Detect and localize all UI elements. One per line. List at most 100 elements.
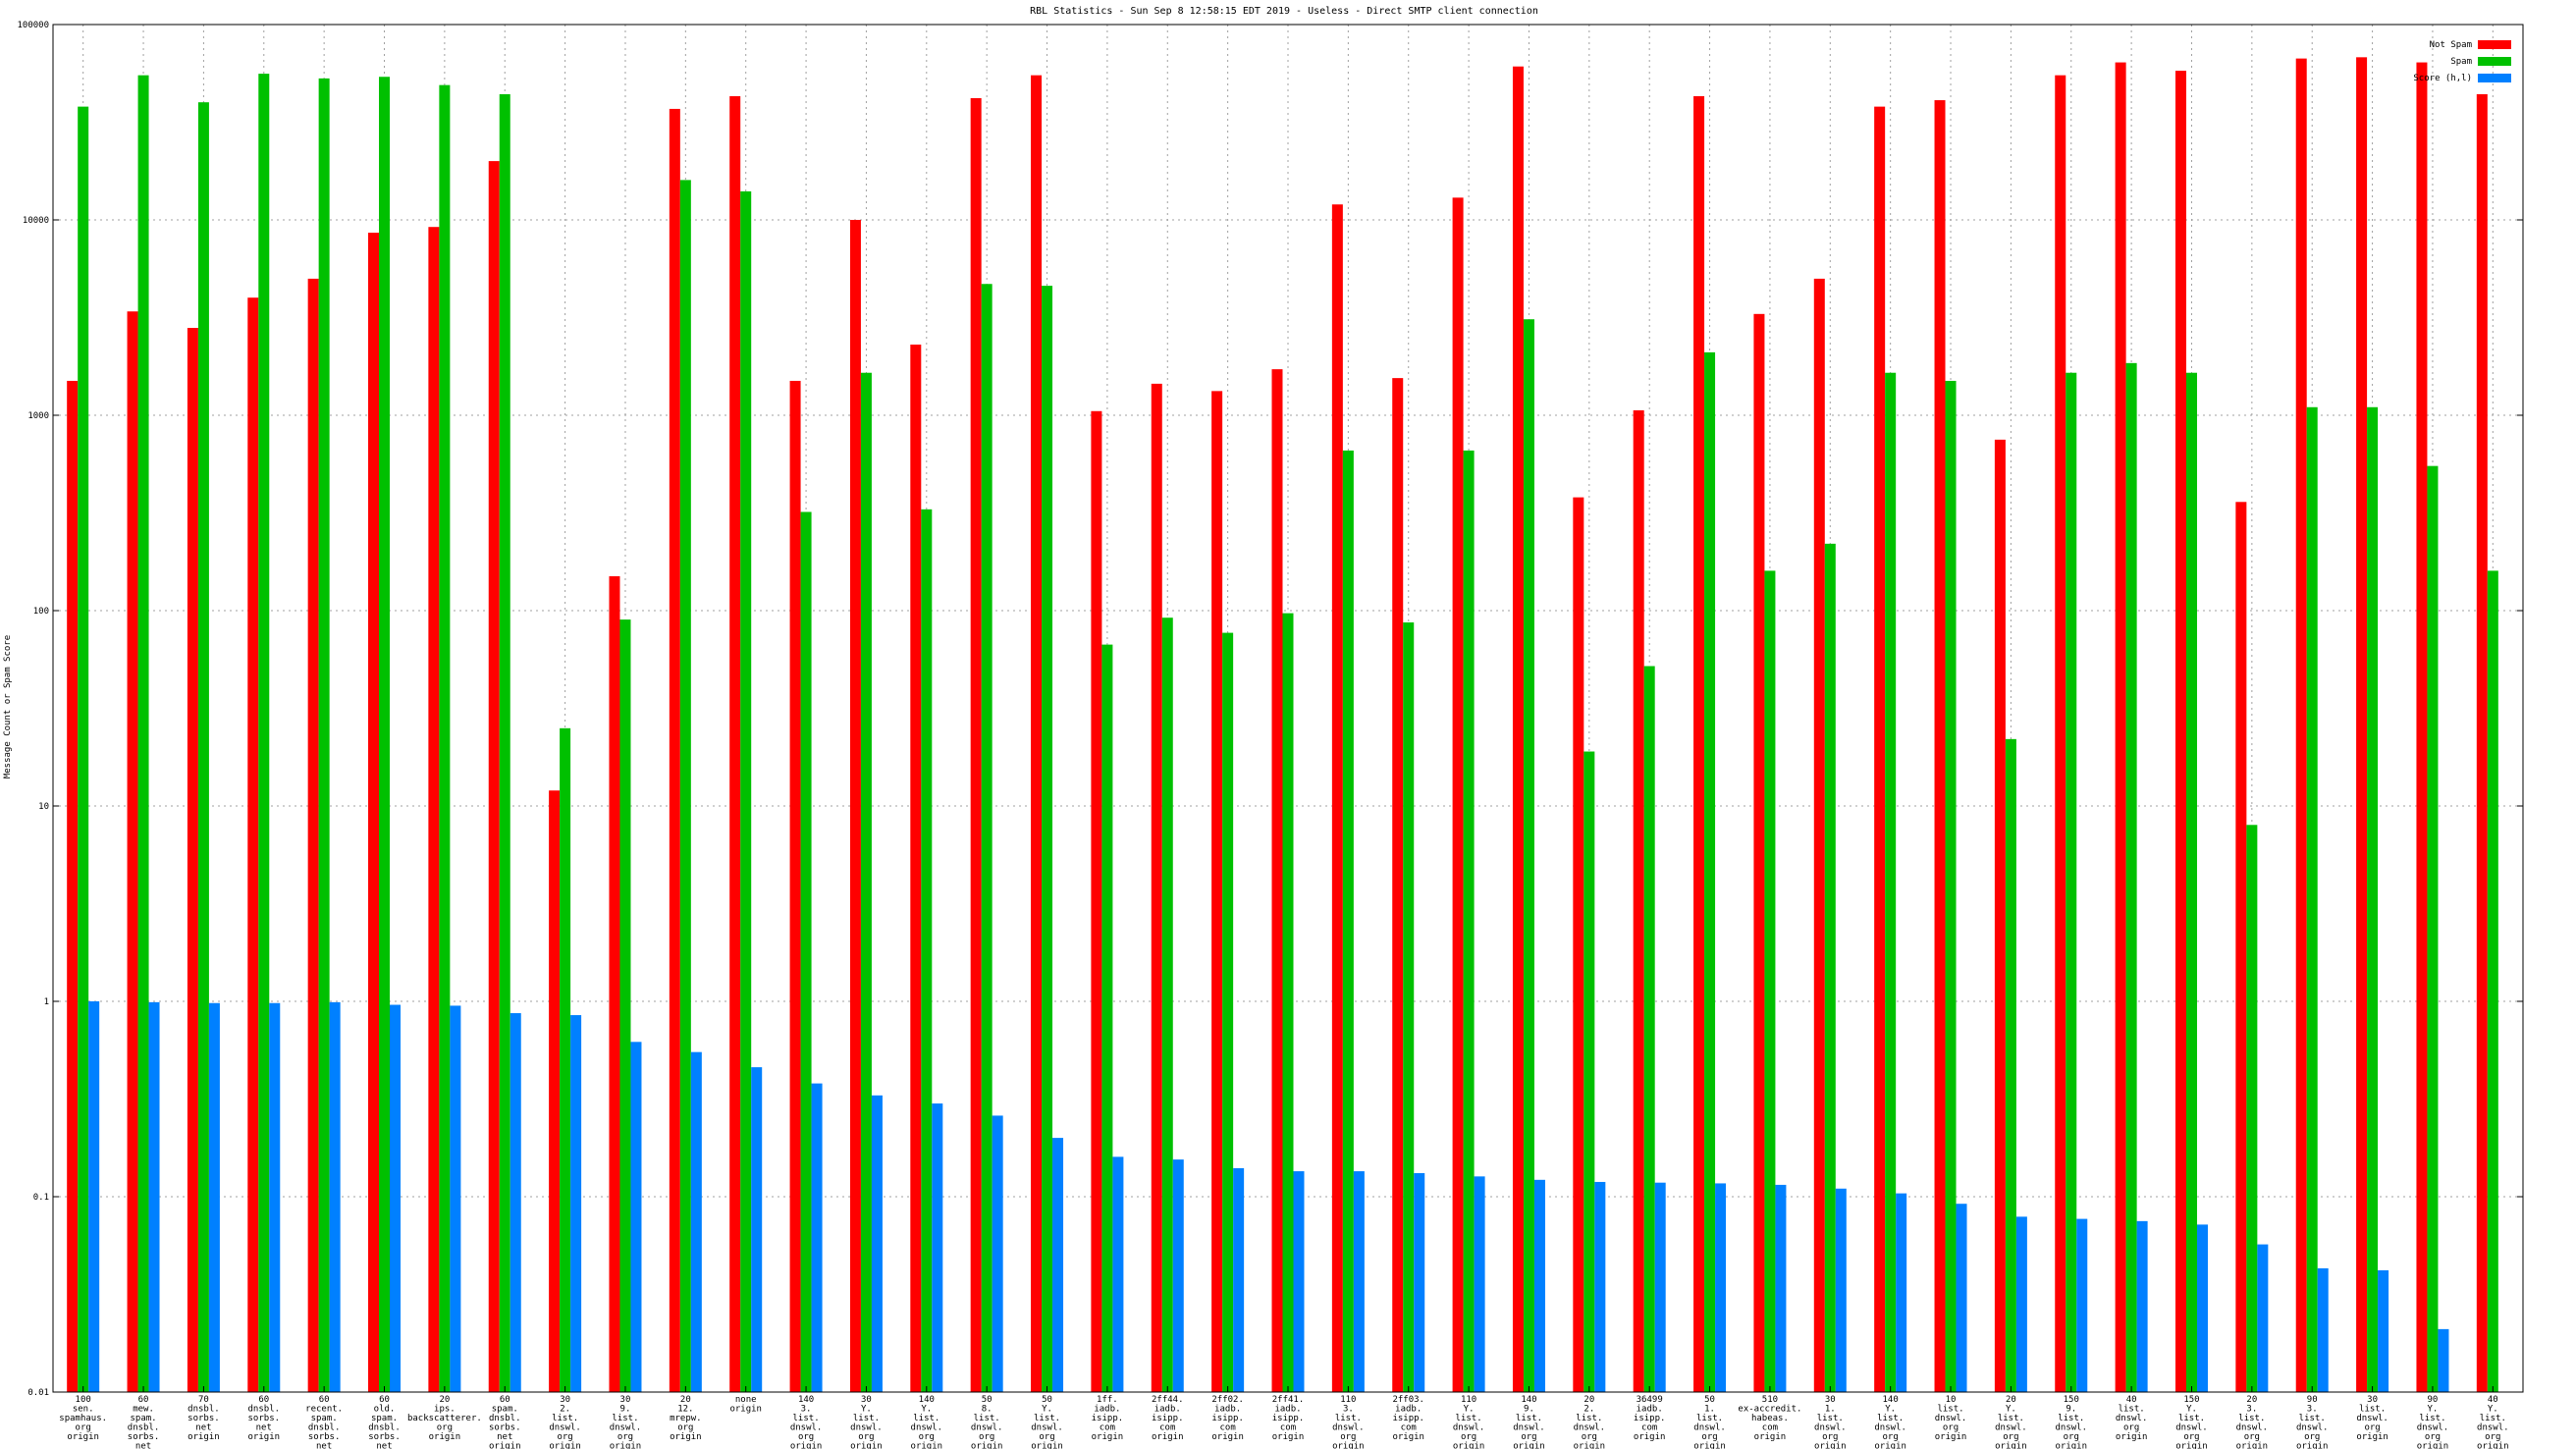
bar-not-spam: [2416, 62, 2428, 1392]
bar-not-spam: [1091, 410, 1102, 1392]
bar-spam: [1824, 543, 1836, 1392]
bar-score-h-l: [1896, 1193, 1907, 1392]
bar-spam: [1282, 613, 1294, 1392]
bar-spam: [1643, 666, 1655, 1392]
bar-score-h-l: [1353, 1171, 1365, 1392]
bar-score-h-l: [1775, 1184, 1787, 1392]
bar-spam: [2005, 738, 2016, 1392]
bar-not-spam: [1693, 95, 1705, 1392]
x-tick-label: 2ff03. iadb. isipp. com origin: [1392, 1395, 1424, 1442]
bar-spam: [78, 106, 89, 1393]
bar-not-spam: [1512, 66, 1524, 1392]
bar-not-spam: [247, 297, 259, 1392]
x-tick-label: 30 9. list. dnswl. org origin: [610, 1395, 642, 1449]
bar-score-h-l: [932, 1103, 943, 1392]
bar-not-spam: [1151, 383, 1162, 1393]
bar-not-spam: [2356, 57, 2368, 1393]
bar-score-h-l: [1052, 1138, 1064, 1392]
x-tick-label: 40 Y. list. dnswl. org origin: [2477, 1395, 2509, 1449]
bar-not-spam: [1392, 378, 1404, 1392]
bar-spam: [981, 284, 993, 1392]
bar-not-spam: [488, 161, 500, 1393]
bar-spam: [2306, 406, 2318, 1393]
bar-not-spam: [67, 380, 79, 1393]
x-tick-label: 50 1. list. dnswl. org origin: [1693, 1395, 1726, 1449]
x-tick-label: 40 list. dnswl. org origin: [2116, 1395, 2148, 1442]
bar-not-spam: [1331, 204, 1343, 1393]
x-tick-label: 20 Y. list. dnswl. org origin: [1995, 1395, 2027, 1449]
plot-frame: [52, 24, 2524, 1393]
y-tick-label: 0.1: [33, 1193, 49, 1203]
bar-score-h-l: [1293, 1171, 1305, 1392]
bar-spam: [2487, 570, 2498, 1392]
bar-score-h-l: [2136, 1220, 2148, 1392]
bar-score-h-l: [1112, 1156, 1124, 1392]
x-tick-label: 10 list. dnswl. org origin: [1935, 1395, 1967, 1442]
bar-score-h-l: [1715, 1183, 1727, 1392]
x-tick-label: 20 2. list. dnswl. org origin: [1574, 1395, 1606, 1449]
bar-not-spam: [307, 278, 319, 1392]
x-tick-label: 30 2. list. dnswl. org origin: [549, 1395, 581, 1449]
bar-spam: [1463, 450, 1475, 1392]
bar-spam: [860, 372, 872, 1392]
bar-score-h-l: [1956, 1204, 1967, 1392]
bar-score-h-l: [2076, 1218, 2088, 1392]
bar-spam: [1945, 380, 1957, 1393]
bar-spam: [1583, 751, 1595, 1392]
bar-not-spam: [1934, 100, 1946, 1392]
bar-not-spam: [1994, 439, 2006, 1393]
bars: [67, 57, 2509, 1393]
y-tick-label: 100000: [17, 21, 49, 30]
bar-not-spam: [2174, 71, 2186, 1392]
y-tick-label: 0.01: [27, 1388, 49, 1398]
x-tick-label: 60 spam. dnsbl. sorbs. net origin: [489, 1395, 521, 1449]
x-tick-label: 20 3. list. dnswl. org origin: [2236, 1395, 2269, 1449]
legend-swatch: [2478, 57, 2511, 66]
bar-score-h-l: [1233, 1167, 1245, 1392]
bar-not-spam: [789, 380, 801, 1393]
y-axis-label: Message Count or Spam Score: [3, 635, 13, 778]
x-tick-labels: 100 sen. spamhaus. org origin 60 mew. spam. dnsb…: [59, 1395, 2508, 1449]
bar-not-spam: [187, 328, 198, 1392]
x-tick-label: 70 dnsbl. sorbs. net origin: [188, 1395, 220, 1442]
bar-not-spam: [1271, 369, 1283, 1392]
bar-spam: [921, 509, 933, 1392]
bar-not-spam: [910, 345, 922, 1393]
bar-spam: [800, 511, 812, 1392]
bar-spam: [619, 619, 631, 1392]
y-tick-label: 10000: [23, 216, 49, 226]
bar-not-spam: [669, 108, 680, 1392]
bar-score-h-l: [630, 1042, 642, 1392]
legend-swatch: [2478, 40, 2511, 49]
chart-title: RBL Statistics - Sun Sep 8 12:58:15 EDT …: [1030, 6, 1538, 17]
bar-not-spam: [1573, 497, 1584, 1393]
bar-score-h-l: [2438, 1328, 2449, 1392]
x-tick-label: 2ff41. iadb. isipp. com origin: [1272, 1395, 1305, 1442]
x-tick-label: 110 3. list. dnswl. org origin: [1332, 1395, 1365, 1449]
bar-spam: [1523, 319, 1534, 1393]
x-tick-label: 20 ips. backscatterer. org origin: [407, 1395, 482, 1442]
bar-spam: [1342, 450, 1354, 1392]
bar-score-h-l: [1654, 1182, 1666, 1392]
bar-spam: [1222, 632, 1234, 1392]
x-tick-label: 1ff. iadb. isipp. com origin: [1092, 1395, 1124, 1442]
x-tick-label: 60 dnsbl. sorbs. net origin: [248, 1395, 281, 1442]
bar-spam: [379, 77, 391, 1392]
bar-spam: [2246, 825, 2258, 1392]
bar-spam: [2066, 372, 2077, 1392]
x-tick-label: 90 3. list. dnswl. org origin: [2296, 1395, 2329, 1449]
bar-score-h-l: [2196, 1224, 2208, 1392]
bar-not-spam: [729, 95, 741, 1392]
bar-spam: [2125, 362, 2137, 1393]
bar-not-spam: [849, 220, 861, 1392]
bar-not-spam: [609, 575, 620, 1392]
x-tick-label: 140 3. list. dnswl. org origin: [790, 1395, 823, 1449]
y-tick-label: 10: [38, 802, 49, 812]
bar-score-h-l: [88, 1001, 100, 1392]
x-tick-label: 50 8. list. dnswl. org origin: [971, 1395, 1003, 1449]
x-tick-label: 2ff44. iadb. isipp. com origin: [1152, 1395, 1184, 1442]
x-tick-label: 110 Y. list. dnswl. org origin: [1453, 1395, 1485, 1449]
x-tick-label: 90 Y. list. dnswl. org origin: [2417, 1395, 2449, 1449]
